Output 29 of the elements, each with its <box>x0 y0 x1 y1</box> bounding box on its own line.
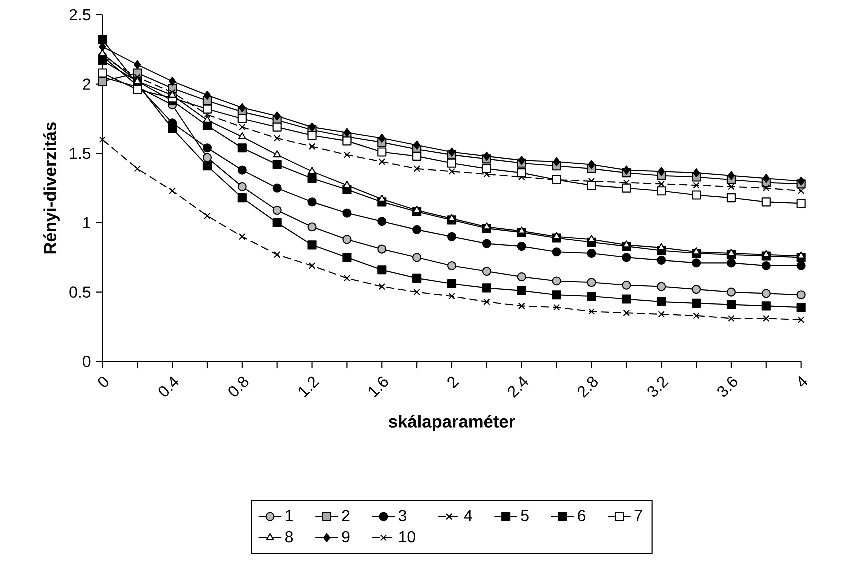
x-tick-label: 4 <box>798 376 808 388</box>
legend-label: 1 <box>286 510 293 522</box>
legend-label: 7 <box>634 510 642 522</box>
x-tick-label: 1.2 <box>299 376 320 398</box>
x-tick-label: 2 <box>448 376 460 389</box>
y-tick-label: 2 <box>83 78 90 90</box>
x-tick-label: 2.8 <box>578 376 598 398</box>
x-tick-label: 1.6 <box>368 376 388 398</box>
y-tick-label: 1 <box>84 217 91 228</box>
y-tick-label: 0.5 <box>70 286 91 298</box>
legend-label: 10 <box>400 531 416 543</box>
x-tick-label: 0 <box>98 377 109 388</box>
legend-label: 6 <box>578 510 586 522</box>
legend-label: 5 <box>521 510 529 522</box>
y-tick-label: 2.5 <box>70 9 91 21</box>
y-tick-label: 1.5 <box>70 148 91 160</box>
x-tick-label: 0.8 <box>228 376 249 397</box>
y-axis-title: Rényi-diverzitás <box>44 122 60 254</box>
legend-label: 2 <box>342 510 350 522</box>
legend-label: 9 <box>342 531 350 543</box>
legend-label: 3 <box>398 510 406 522</box>
x-axis-title: skálaparaméter <box>389 415 516 432</box>
y-tick-label: 0 <box>83 356 91 368</box>
legend-label: 4 <box>464 510 472 522</box>
x-tick-label: 2.4 <box>508 376 528 398</box>
x-tick-label: 3.2 <box>648 376 669 397</box>
x-tick-label: 3.6 <box>718 376 738 397</box>
legend-label: 8 <box>286 531 294 543</box>
x-tick-label: 0.4 <box>158 376 180 397</box>
